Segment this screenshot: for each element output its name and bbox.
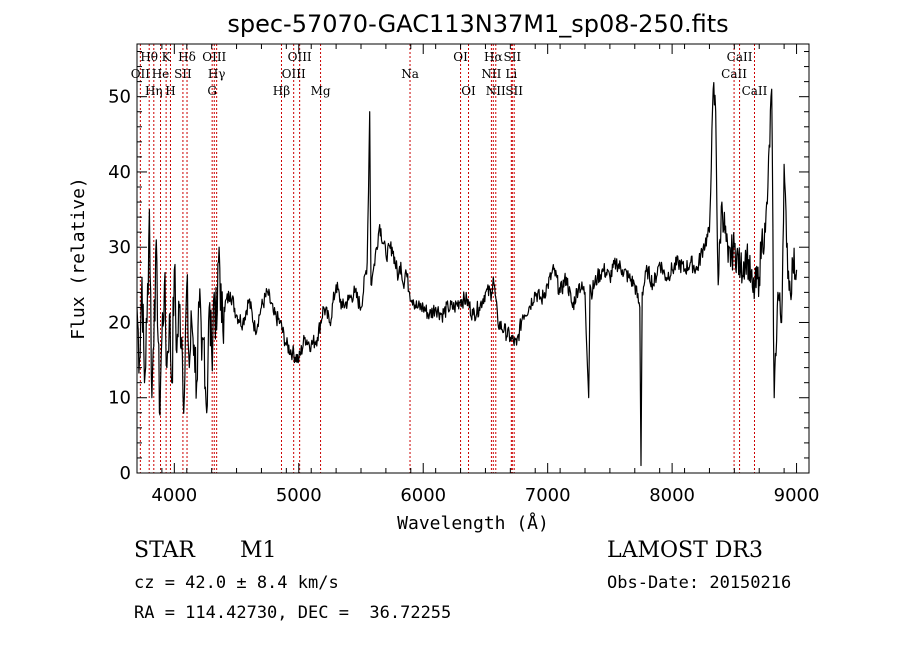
spectral-line-label: Hη xyxy=(145,84,163,98)
y-tick-label: 10 xyxy=(108,388,131,409)
spectral-line-label: OII xyxy=(131,67,151,81)
spectral-line-label: SII xyxy=(505,84,523,98)
y-tick-label: 40 xyxy=(108,162,131,183)
spectrum-series-line xyxy=(136,82,798,467)
spectral-line-label: Na xyxy=(401,67,419,81)
observation-date: Obs-Date: 20150216 xyxy=(607,573,792,593)
spectral-line-label: Hα xyxy=(484,50,503,64)
spectral-line-label: SII xyxy=(503,50,521,64)
y-tick-label: 30 xyxy=(108,237,131,258)
spectral-line-label: Mg xyxy=(311,84,331,98)
spectral-line-label: Li xyxy=(505,67,517,81)
object-class: STAR xyxy=(134,538,195,563)
spectral-line-label: OIII xyxy=(202,50,226,64)
spectral-line-label: CaII xyxy=(721,67,747,81)
redshift-cz: cz = 42.0 ± 8.4 km/s xyxy=(134,573,339,593)
y-axis-label: Flux (relative) xyxy=(68,177,89,340)
spectral-line-label: NII xyxy=(486,84,506,98)
object-subclass: M1 xyxy=(240,538,277,563)
survey-name: LAMOST DR3 xyxy=(607,538,763,563)
spectral-line-label: OI xyxy=(461,84,476,98)
y-tick-label: 0 xyxy=(120,463,131,484)
y-tick-label: 20 xyxy=(108,312,131,333)
spectral-line-label: He xyxy=(152,67,170,81)
x-tick-label: 8000 xyxy=(649,485,695,506)
x-tick-label: 9000 xyxy=(774,485,820,506)
spectral-line-label: K xyxy=(162,50,172,64)
spectral-line-label: Hγ xyxy=(208,67,226,81)
x-tick-label: 6000 xyxy=(400,485,446,506)
spectral-line-label: Hδ xyxy=(178,50,196,64)
spectral-line-markers xyxy=(139,44,755,473)
spectral-line-label: SII xyxy=(174,67,192,81)
spectral-line-labels: OII Hθ Hη He K H SII Hδ G OIII Hγ Hβ OIII OIII Mg Na OI O… xyxy=(131,50,768,98)
spectral-line-label: Hθ xyxy=(140,50,158,64)
x-tick-label: 7000 xyxy=(525,485,571,506)
spectral-line-label: H xyxy=(165,84,175,98)
x-axis-label: Wavelength (Å) xyxy=(397,512,549,534)
x-tick-label: 5000 xyxy=(276,485,322,506)
spectral-line-label: CaII xyxy=(727,50,753,64)
spectral-line-label: OIII xyxy=(282,67,306,81)
x-tick-label: 4000 xyxy=(151,485,197,506)
chart-title: spec-57070-GAC113N37M1_sp08-250.fits xyxy=(227,10,728,38)
spectral-line-label: Hβ xyxy=(273,84,290,98)
spectral-line-label: OIII xyxy=(288,50,312,64)
spectral-line-label: OI xyxy=(453,50,468,64)
coordinates: RA = 114.42730, DEC = 36.72255 xyxy=(134,603,452,623)
y-tick-label: 50 xyxy=(108,87,131,108)
axis-ticks: 4000 5000 6000 7000 8000 9000 0 10 20 30 40 50 xyxy=(108,44,819,506)
spectral-line-label: G xyxy=(207,84,217,98)
spectral-line-label: NII xyxy=(481,67,501,81)
plot-frame xyxy=(136,43,810,474)
spectral-line-label: CaII xyxy=(742,84,768,98)
